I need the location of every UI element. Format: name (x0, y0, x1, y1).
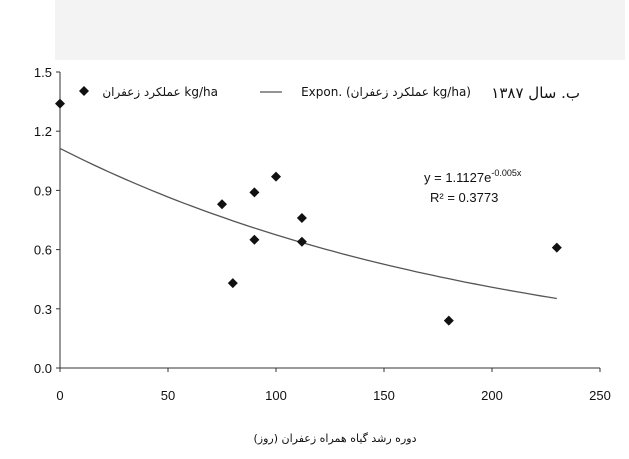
y-tick-label: 1.5 (34, 65, 52, 80)
data-point (296, 213, 307, 224)
y-tick-label: 1.2 (34, 124, 52, 139)
x-axis-ticks: 0 50 100 150 200 250 (56, 368, 611, 403)
legend: عملکرد زعفران kg/ha Expon. (عملکرد زعفرا… (79, 85, 471, 100)
trendline (59, 147, 557, 300)
data-point (249, 234, 260, 245)
y-tick-label: 0.0 (34, 361, 52, 376)
legend-series-label: عملکرد زعفران kg/ha (102, 85, 218, 100)
legend-marker (79, 86, 89, 96)
data-point (551, 242, 562, 253)
x-tick-label: 100 (265, 388, 287, 403)
data-point (249, 187, 260, 198)
x-tick-label: 200 (481, 388, 503, 403)
data-point (296, 236, 307, 247)
equation-label: y = 1.1127e-0.005x (424, 168, 522, 185)
data-point (227, 278, 238, 289)
x-tick-label: 150 (373, 388, 395, 403)
x-tick-label: 0 (56, 388, 63, 403)
chart-title: ب. سال ۱۳۸۷ (491, 84, 580, 102)
data-points (55, 98, 562, 326)
y-axis-ticks: 0.0 0.3 0.6 0.9 1.2 1.5 (34, 65, 60, 376)
equation-base: y = 1.1127e (424, 170, 491, 185)
data-point (55, 98, 65, 109)
x-axis-label: دوره رشد گیاه همراه زعفران (روز) (254, 432, 417, 445)
x-tick-label: 250 (589, 388, 611, 403)
legend-trend-label: Expon. (عملکرد زعفران kg/ha) (301, 85, 471, 100)
data-point (443, 315, 454, 326)
y-tick-label: 0.3 (34, 302, 52, 317)
data-point (271, 171, 281, 182)
r-squared-label: R² = 0.3773 (430, 190, 498, 205)
data-point (217, 199, 227, 210)
y-tick-label: 0.9 (34, 183, 52, 198)
x-tick-label: 50 (161, 388, 175, 403)
y-tick-label: 0.6 (34, 243, 52, 258)
equation-exponent: -0.005x (491, 168, 522, 178)
